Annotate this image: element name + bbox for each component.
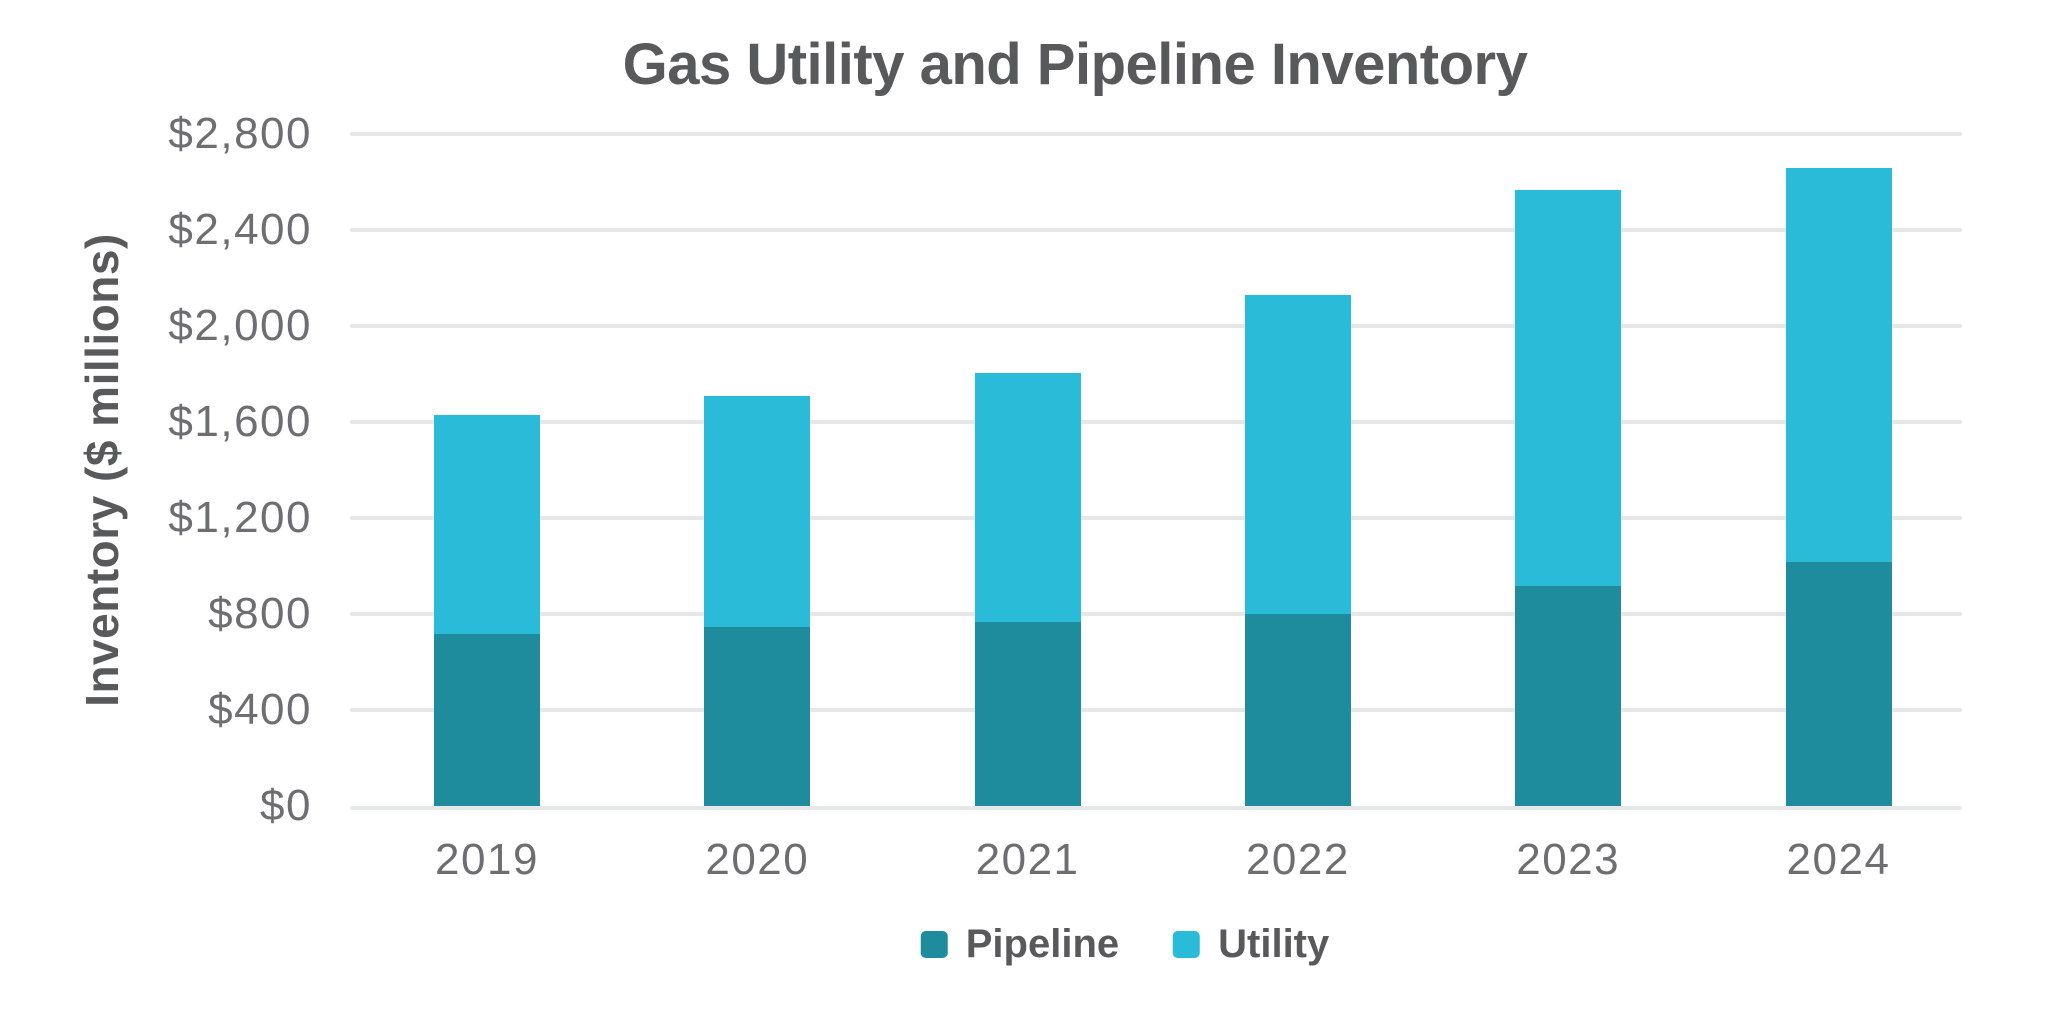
gridline [350,324,1962,328]
y-tick-label: $400 [208,685,312,734]
legend-label-utility: Utility [1218,922,1330,966]
bar-segment-pipeline-2022 [1244,614,1351,806]
x-axis-label: 2022 [1245,835,1350,884]
bar-segment-pipeline-2024 [1785,562,1892,806]
bar-segment-utility-2021 [974,372,1081,623]
bar-segment-utility-2022 [1244,294,1351,614]
legend-swatch-pipeline [920,930,948,958]
y-tick-label: $2,800 [168,109,312,158]
x-axis-label: 2024 [1786,835,1891,884]
x-axis-label: 2023 [1516,835,1621,884]
chart-title: Gas Utility and Pipeline Inventory [622,32,1528,97]
x-axis-label: 2021 [975,835,1080,884]
gridline [350,708,1962,712]
y-tick-label: $1,200 [168,493,312,542]
legend: Pipeline Utility [920,922,1329,966]
gridline [350,516,1962,520]
y-tick-label: $1,600 [168,397,312,446]
y-tick-label: $2,400 [168,205,312,254]
legend-swatch-utility [1173,930,1201,958]
gridline [350,228,1962,232]
legend-label-pipeline: Pipeline [965,922,1120,966]
y-tick-label: $2,000 [168,301,312,350]
gridline [350,420,1962,424]
y-tick-label: $0 [260,781,312,830]
gridline [350,612,1962,616]
bar-segment-utility-2023 [1515,190,1622,587]
bar-segment-utility-2019 [434,414,540,635]
legend-item-utility: Utility [1173,924,1329,964]
legend-item-pipeline: Pipeline [920,922,1120,966]
bar-segment-utility-2020 [704,395,811,628]
x-axis-label: 2019 [435,835,539,884]
bar-segment-pipeline-2019 [434,634,540,806]
bar-segment-utility-2024 [1785,167,1892,563]
gridline [350,132,1962,136]
bar-segment-pipeline-2020 [704,627,811,806]
bar-segment-pipeline-2021 [974,622,1081,806]
bar-segment-pipeline-2023 [1515,586,1622,806]
x-axis-label: 2020 [705,835,810,884]
y-tick-label: $800 [208,589,312,638]
gridline [350,806,1962,810]
